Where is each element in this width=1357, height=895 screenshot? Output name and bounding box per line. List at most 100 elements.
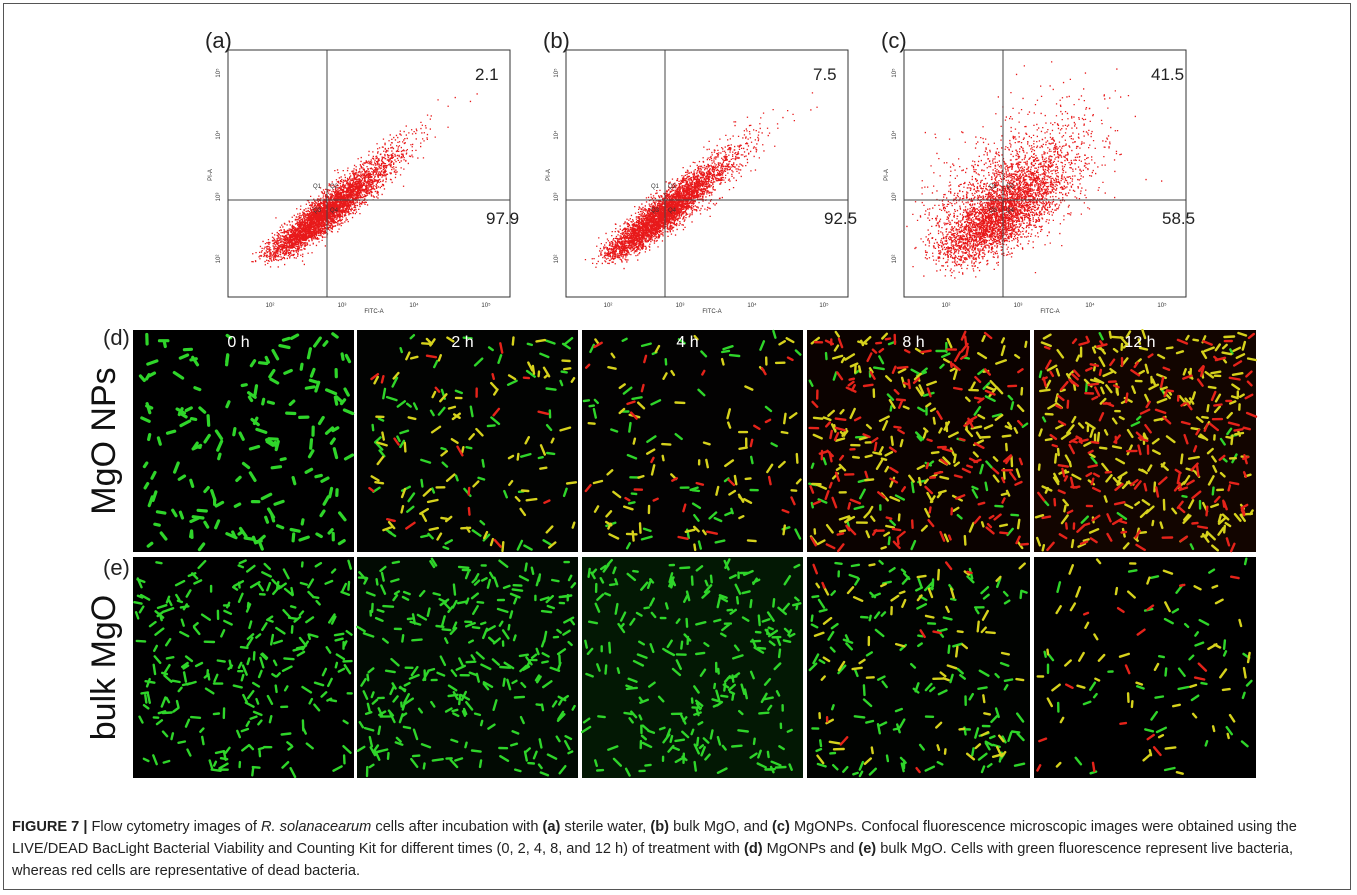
quadrant-value: 2.1 bbox=[475, 65, 499, 84]
panel-label: (b) bbox=[543, 28, 570, 53]
cells bbox=[1036, 575, 1240, 773]
y-tick-label: 10⁴ bbox=[553, 130, 560, 140]
quadrant-value: 7.5 bbox=[813, 65, 837, 84]
y-tick-label: 10⁴ bbox=[215, 130, 222, 140]
y-tick-label: 10⁵ bbox=[891, 68, 898, 78]
panel-label: (e) bbox=[103, 555, 130, 580]
micrograph bbox=[133, 330, 354, 552]
y-axis-label: PI-A bbox=[546, 169, 552, 181]
y-axis-label: PI-A bbox=[884, 169, 890, 181]
quadrant-name: Q4 bbox=[1006, 208, 1015, 214]
x-axis-label: FITC-A bbox=[1040, 309, 1059, 315]
caption-text: sterile water, bbox=[560, 819, 651, 835]
quadrant-value: 58.5 bbox=[1162, 209, 1195, 228]
time-label: 4 h bbox=[676, 334, 698, 351]
y-tick-label: 10⁴ bbox=[891, 130, 898, 140]
caption-ref: (b) bbox=[650, 819, 670, 835]
x-tick-label: 10² bbox=[266, 303, 275, 309]
y-tick-label: 10³ bbox=[554, 193, 560, 202]
quadrant-name: Q3 bbox=[313, 208, 322, 214]
caption-text: bulk MgO, and bbox=[669, 819, 773, 835]
micrograph bbox=[357, 330, 578, 552]
caption-text: bulk MgO. Cells with green fluorescence … bbox=[12, 841, 1294, 879]
cells bbox=[1043, 557, 1253, 775]
cells bbox=[1038, 332, 1238, 551]
cells bbox=[813, 562, 1026, 765]
time-label: 0 h bbox=[227, 334, 249, 351]
cells bbox=[371, 334, 574, 551]
cells bbox=[138, 332, 355, 552]
cells bbox=[1036, 558, 1251, 775]
row-label: bulk MgO bbox=[85, 595, 123, 741]
figure-frame bbox=[3, 3, 1351, 890]
micrograph bbox=[582, 330, 803, 552]
quadrant-value: 41.5 bbox=[1151, 65, 1184, 84]
x-axis-label: FITC-A bbox=[364, 309, 383, 315]
event-dots bbox=[251, 93, 478, 268]
cells bbox=[808, 559, 1028, 778]
y-tick-label: 10³ bbox=[892, 193, 898, 202]
caption-label: FIGURE 7 | bbox=[12, 819, 88, 835]
cells bbox=[356, 557, 577, 778]
quadrant-name: Q2 bbox=[1006, 184, 1015, 190]
micrograph bbox=[1034, 557, 1256, 778]
x-tick-label: 10² bbox=[942, 303, 951, 309]
plot-box bbox=[903, 49, 1187, 298]
time-label: 8 h bbox=[902, 334, 924, 351]
micrograph bbox=[357, 557, 578, 778]
quadrant-name: Q3 bbox=[989, 208, 998, 214]
x-tick-label: 10² bbox=[604, 303, 613, 309]
cells bbox=[133, 559, 353, 779]
cells bbox=[1037, 332, 1258, 553]
x-tick-label: 10⁵ bbox=[481, 302, 491, 309]
plot-box bbox=[565, 49, 849, 298]
caption-ref: (e) bbox=[858, 841, 877, 857]
panel-label: (a) bbox=[205, 28, 232, 53]
event-dots bbox=[906, 61, 1163, 279]
quadrant-name: Q1 bbox=[989, 184, 998, 190]
x-tick-label: 10³ bbox=[676, 303, 685, 309]
plot-box bbox=[227, 49, 511, 298]
x-tick-label: 10⁴ bbox=[1085, 302, 1095, 309]
caption-ref: (d) bbox=[743, 841, 763, 857]
quadrant-name: Q1 bbox=[313, 184, 322, 190]
y-tick-label: 10² bbox=[892, 255, 898, 264]
x-tick-label: 10⁴ bbox=[747, 302, 757, 309]
caption-text: MgONPs. Confocal fluorescence microscopi… bbox=[12, 819, 1297, 857]
x-tick-label: 10⁴ bbox=[409, 302, 419, 309]
cells bbox=[584, 341, 796, 540]
cells bbox=[809, 330, 1028, 550]
quadrant-name: Q4 bbox=[668, 208, 677, 214]
quadrant-value: 97.9 bbox=[486, 209, 519, 228]
quadrant-name: Q3 bbox=[651, 208, 660, 214]
y-tick-label: 10² bbox=[554, 255, 560, 264]
cells bbox=[581, 558, 802, 777]
y-tick-label: 10⁵ bbox=[553, 68, 560, 78]
panel-label: (d) bbox=[103, 325, 130, 350]
micrograph bbox=[582, 557, 803, 778]
row-label: MgO NPs bbox=[85, 367, 123, 514]
quadrant-name: Q4 bbox=[330, 208, 339, 214]
caption-ref: (a) bbox=[542, 819, 561, 835]
x-tick-label: 10⁵ bbox=[1157, 302, 1167, 309]
x-tick-label: 10³ bbox=[1014, 303, 1023, 309]
caption-text: cells after incubation with bbox=[371, 819, 543, 835]
y-tick-label: 10⁵ bbox=[215, 68, 222, 78]
time-label: 12 h bbox=[1124, 334, 1155, 351]
cells bbox=[812, 561, 973, 774]
x-tick-label: 10³ bbox=[338, 303, 347, 309]
time-label: 2 h bbox=[451, 334, 473, 351]
quadrant-value: 92.5 bbox=[824, 209, 857, 228]
quadrant-name: Q2 bbox=[668, 184, 677, 190]
y-tick-label: 10³ bbox=[216, 193, 222, 202]
quadrant-name: Q1 bbox=[651, 184, 660, 190]
caption-text: MgONPs and bbox=[762, 841, 859, 857]
y-tick-label: 10² bbox=[216, 255, 222, 264]
x-axis-label: FITC-A bbox=[702, 309, 721, 315]
figure: (a) 2.1 97.9 Q1 Q2 Q3 Q4 10² 10² 10³ 10³ 10⁴ 10⁴ 10⁵ 1… bbox=[85, 28, 1258, 779]
panel-label: (c) bbox=[881, 28, 907, 53]
caption-species: R. solanacearum bbox=[261, 819, 372, 835]
cells bbox=[808, 330, 1029, 553]
quadrant-name: Q2 bbox=[330, 184, 339, 190]
